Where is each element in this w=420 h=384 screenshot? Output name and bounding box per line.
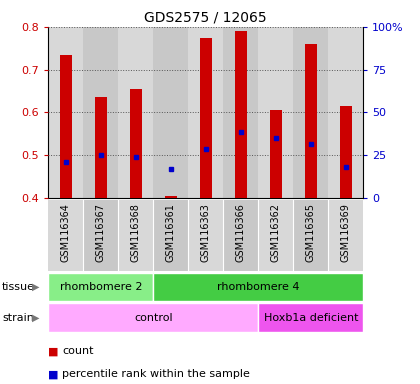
Bar	[48, 303, 258, 332]
Bar	[258, 200, 293, 271]
Text: Hoxb1a deficient: Hoxb1a deficient	[264, 313, 358, 323]
Text: GSM116365: GSM116365	[306, 203, 316, 262]
Bar	[153, 200, 188, 271]
Bar	[118, 200, 153, 271]
Bar	[83, 27, 118, 198]
Bar	[48, 27, 83, 198]
Text: ■: ■	[48, 369, 59, 379]
Bar	[328, 200, 363, 271]
Text: count: count	[62, 346, 94, 356]
Text: percentile rank within the sample: percentile rank within the sample	[62, 369, 250, 379]
Bar	[223, 200, 258, 271]
Bar	[258, 27, 293, 198]
Bar	[130, 89, 142, 198]
Bar	[340, 106, 352, 198]
Bar	[293, 200, 328, 271]
Text: strain: strain	[2, 313, 34, 323]
Bar	[235, 31, 247, 198]
Bar	[48, 273, 153, 301]
Bar	[118, 27, 153, 198]
Bar	[200, 38, 212, 198]
Text: GSM116369: GSM116369	[341, 203, 351, 262]
Bar	[258, 303, 363, 332]
Text: GSM116368: GSM116368	[131, 203, 141, 262]
Text: GSM116364: GSM116364	[61, 203, 71, 262]
Bar	[153, 273, 363, 301]
Text: GSM116366: GSM116366	[236, 203, 246, 262]
Bar	[293, 27, 328, 198]
Bar	[83, 200, 118, 271]
Bar	[304, 44, 317, 198]
Text: control: control	[134, 313, 173, 323]
Title: GDS2575 / 12065: GDS2575 / 12065	[144, 10, 267, 24]
Text: GSM116361: GSM116361	[166, 203, 176, 262]
Bar	[94, 98, 107, 198]
Text: ▶: ▶	[32, 313, 39, 323]
Text: ▶: ▶	[32, 282, 39, 292]
Text: GSM116367: GSM116367	[96, 203, 106, 262]
Bar	[153, 27, 188, 198]
Text: rhombomere 4: rhombomere 4	[217, 282, 299, 292]
Text: GSM116363: GSM116363	[201, 203, 211, 262]
Text: tissue: tissue	[2, 282, 35, 292]
Bar	[223, 27, 258, 198]
Bar	[188, 27, 223, 198]
Text: ■: ■	[48, 346, 59, 356]
Text: rhombomere 2: rhombomere 2	[60, 282, 142, 292]
Bar	[60, 55, 72, 198]
Bar	[165, 195, 177, 198]
Bar	[328, 27, 363, 198]
Bar	[270, 110, 282, 198]
Bar	[48, 200, 83, 271]
Text: GSM116362: GSM116362	[271, 203, 281, 262]
Bar	[188, 200, 223, 271]
